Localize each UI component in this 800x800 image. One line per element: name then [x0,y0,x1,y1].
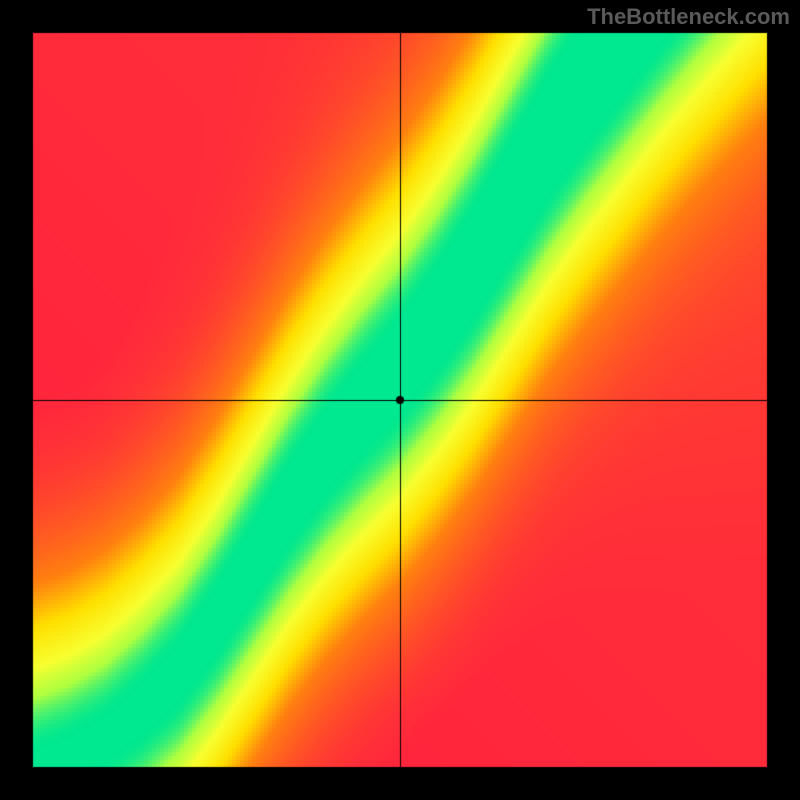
bottleneck-heatmap [0,0,800,800]
chart-container: TheBottleneck.com [0,0,800,800]
watermark-label: TheBottleneck.com [587,4,790,30]
